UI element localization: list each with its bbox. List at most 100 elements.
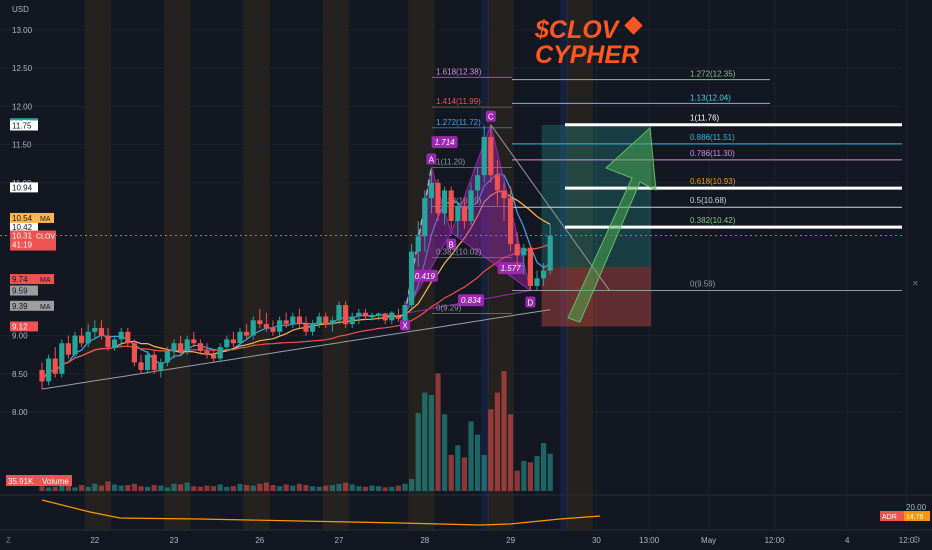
candle[interactable] (376, 312, 382, 321)
candle[interactable] (369, 312, 375, 321)
candle[interactable] (422, 190, 428, 252)
indicator-tag (880, 511, 904, 521)
adr-line[interactable] (41, 499, 601, 526)
candle[interactable] (501, 182, 507, 221)
candle[interactable] (343, 301, 349, 328)
candle[interactable] (178, 335, 184, 355)
candle[interactable] (402, 301, 408, 322)
candle[interactable] (197, 339, 203, 355)
candle[interactable] (461, 198, 467, 229)
candle[interactable] (118, 327, 124, 348)
candle[interactable] (296, 308, 302, 328)
candle[interactable] (158, 358, 164, 378)
candle[interactable] (356, 308, 362, 325)
candle[interactable] (257, 308, 263, 328)
candle[interactable] (475, 167, 481, 199)
candle[interactable] (112, 335, 118, 351)
candle[interactable] (204, 343, 210, 359)
candle[interactable] (92, 320, 98, 340)
candle[interactable] (435, 178, 441, 221)
candle[interactable] (171, 339, 177, 359)
x-tick-label: 4 (845, 536, 850, 545)
candle[interactable] (481, 125, 487, 183)
candle[interactable] (455, 201, 461, 237)
candle[interactable] (389, 311, 395, 325)
collapse-icon[interactable]: ✕ (912, 279, 919, 288)
candle[interactable] (164, 347, 170, 367)
candle[interactable] (494, 159, 500, 206)
candle[interactable] (98, 320, 104, 340)
candle[interactable] (362, 308, 368, 321)
volume-bar (442, 414, 448, 491)
candle-body (184, 339, 190, 351)
candle[interactable] (277, 316, 283, 336)
volume-bar (349, 484, 355, 491)
candle[interactable] (250, 316, 256, 340)
candle[interactable] (521, 243, 527, 275)
ma-slow-line[interactable] (41, 243, 551, 382)
candle[interactable] (303, 316, 309, 336)
candle[interactable] (508, 186, 514, 252)
candle[interactable] (125, 327, 131, 348)
x-tick-label: 27 (335, 536, 344, 545)
candle[interactable] (85, 324, 91, 348)
candle[interactable] (442, 186, 448, 225)
settings-gear-icon[interactable]: ⚙ (912, 535, 921, 546)
volume-bar (211, 486, 217, 491)
candle[interactable] (52, 347, 58, 378)
candle[interactable] (310, 320, 316, 336)
candle-body (79, 335, 85, 344)
volume-bar (138, 486, 144, 491)
candle[interactable] (224, 335, 230, 351)
candle-body (362, 312, 368, 317)
candle[interactable] (131, 339, 137, 367)
candle[interactable] (415, 221, 421, 267)
candle[interactable] (336, 301, 342, 325)
candle[interactable] (145, 350, 151, 374)
candle[interactable] (349, 312, 355, 328)
candle[interactable] (541, 263, 547, 286)
candle[interactable] (39, 362, 45, 390)
candle[interactable] (105, 327, 111, 351)
candle[interactable] (263, 312, 269, 332)
candle[interactable] (151, 350, 157, 374)
candle[interactable] (290, 312, 296, 328)
candle[interactable] (46, 354, 52, 386)
x-tick-label: 30 (592, 536, 601, 545)
candle[interactable] (428, 167, 434, 214)
candle[interactable] (382, 312, 388, 325)
candle[interactable] (323, 312, 329, 328)
candle[interactable] (270, 320, 276, 336)
candle[interactable] (534, 270, 540, 291)
volume-bar (389, 486, 395, 491)
candle[interactable] (65, 335, 71, 359)
candle[interactable] (138, 354, 144, 374)
candle[interactable] (316, 312, 322, 328)
candle[interactable] (514, 232, 520, 267)
volume-tag-name: Volume (42, 477, 69, 486)
candle[interactable] (448, 186, 454, 229)
candle[interactable] (244, 324, 250, 340)
candle[interactable] (527, 243, 533, 290)
candle[interactable] (191, 331, 197, 348)
candle[interactable] (468, 182, 474, 225)
candle[interactable] (488, 124, 494, 183)
projection-arrow-shape[interactable] (567, 126, 657, 323)
candle[interactable] (547, 224, 553, 275)
candle[interactable] (409, 243, 415, 309)
ma-long-line[interactable] (41, 309, 551, 390)
candle[interactable] (283, 312, 289, 328)
fib-retracement-label: 0.886(11.51) (690, 133, 735, 142)
candle[interactable] (72, 331, 78, 359)
candle[interactable] (329, 316, 335, 332)
candle[interactable] (230, 331, 236, 348)
candle[interactable] (79, 327, 85, 348)
candle[interactable] (217, 343, 223, 363)
candle[interactable] (59, 339, 65, 378)
timezone-icon[interactable]: Z (6, 536, 11, 545)
candle[interactable] (211, 350, 217, 363)
candle[interactable] (395, 308, 401, 322)
candle[interactable] (184, 335, 190, 355)
candle[interactable] (237, 327, 243, 348)
